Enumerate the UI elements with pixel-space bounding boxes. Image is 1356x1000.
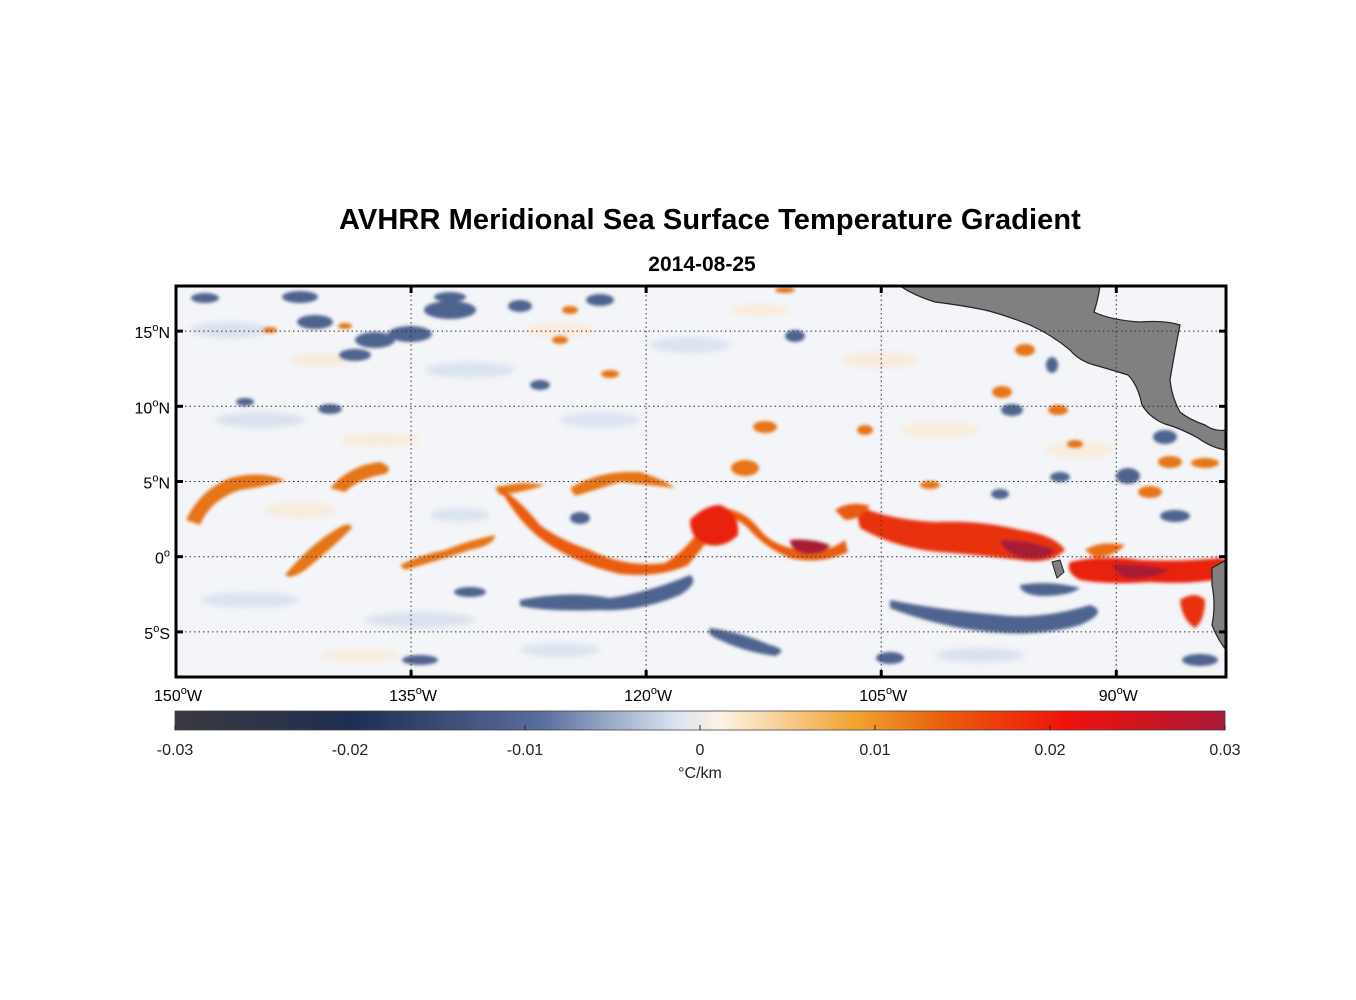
longitude-labels: 150oW 135oW 120oW 105oW 90oW xyxy=(154,685,1139,705)
degree-symbol: o xyxy=(164,548,170,560)
lat-tick-label: 5oS xyxy=(144,623,170,643)
lat-tick-value: 5 xyxy=(144,626,153,643)
lat-tick-hemisphere: N xyxy=(158,476,170,493)
lon-tick-hemisphere: W xyxy=(187,688,203,705)
lon-tick-value: 135 xyxy=(389,688,416,705)
colorbar-tick-label: 0 xyxy=(696,742,705,759)
chart-title: AVHRR Meridional Sea Surface Temperature… xyxy=(339,204,1081,236)
degree-symbol: o xyxy=(416,685,422,697)
lon-tick-label: 120oW xyxy=(624,685,673,705)
colorbar-unit-label: °C/km xyxy=(678,765,722,782)
lat-tick-label: 0o xyxy=(155,548,170,568)
colorbar-tick-label: -0.02 xyxy=(332,742,369,759)
degree-symbol: o xyxy=(152,322,158,334)
lon-tick-hemisphere: W xyxy=(1123,688,1139,705)
lat-tick-value: 5 xyxy=(143,476,152,493)
lat-tick-hemisphere: N xyxy=(158,325,170,342)
degree-symbol: o xyxy=(1117,685,1123,697)
lat-tick-value: 10 xyxy=(135,400,153,417)
lat-tick-hemisphere: S xyxy=(159,626,170,643)
lon-tick-value: 120 xyxy=(624,688,651,705)
lon-tick-label: 105oW xyxy=(859,685,908,705)
lon-tick-hemisphere: W xyxy=(657,688,673,705)
colorbar-tick-label: 0.02 xyxy=(1034,742,1065,759)
lon-tick-hemisphere: W xyxy=(892,688,908,705)
colorbar-tick-label: -0.03 xyxy=(157,742,194,759)
equatorial-front xyxy=(497,485,1226,628)
lat-tick-label: 5oN xyxy=(143,473,170,493)
land-masses xyxy=(898,286,1226,651)
colorbar-ticks: -0.03 -0.02 -0.01 0 0.01 0.02 0.03 xyxy=(157,725,1241,759)
colorbar-tick-label: -0.01 xyxy=(507,742,544,759)
lat-tick-label: 15oN xyxy=(135,322,170,342)
axis-ticks xyxy=(174,286,1226,677)
degree-symbol: o xyxy=(886,685,892,697)
background-texture xyxy=(190,304,1115,662)
degree-symbol: o xyxy=(181,685,187,697)
degree-symbol: o xyxy=(153,623,159,635)
lat-tick-label: 10oN xyxy=(135,397,170,417)
lon-tick-hemisphere: W xyxy=(422,688,438,705)
lat-tick-value: 15 xyxy=(135,325,153,342)
degree-symbol: o xyxy=(152,473,158,485)
lon-tick-value: 150 xyxy=(154,688,181,705)
colorbar: -0.03 -0.02 -0.01 0 0.01 0.02 0.03 °C/km xyxy=(157,710,1241,782)
lon-tick-value: 90 xyxy=(1099,688,1117,705)
lon-tick-value: 105 xyxy=(859,688,886,705)
lat-tick-hemisphere: N xyxy=(158,400,170,417)
colorbar-tick-label: 0.03 xyxy=(1209,742,1240,759)
lon-tick-label: 90oW xyxy=(1099,685,1139,705)
degree-symbol: o xyxy=(152,397,158,409)
degree-symbol: o xyxy=(651,685,657,697)
lon-tick-label: 150oW xyxy=(154,685,203,705)
chart-subtitle: 2014-08-25 xyxy=(648,253,756,276)
lat-tick-value: 0 xyxy=(155,551,164,568)
lon-tick-label: 135oW xyxy=(389,685,438,705)
colorbar-tick-label: 0.01 xyxy=(859,742,890,759)
negative-gradient-features xyxy=(191,291,1218,666)
